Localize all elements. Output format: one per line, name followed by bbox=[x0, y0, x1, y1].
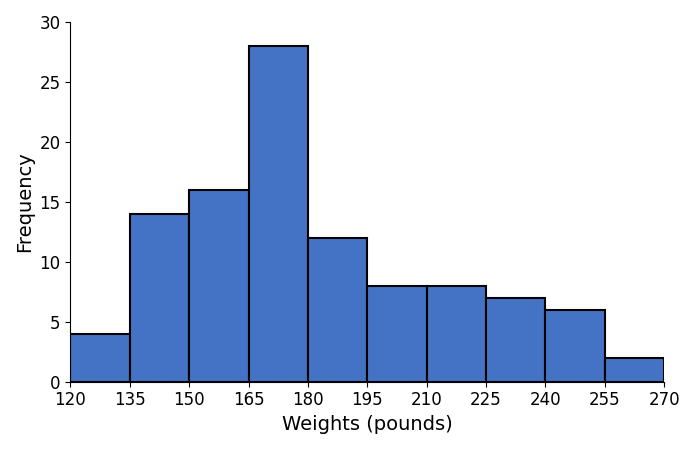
Bar bbox=[189, 190, 249, 382]
Bar bbox=[367, 286, 427, 382]
Bar bbox=[605, 358, 664, 382]
Bar bbox=[486, 298, 546, 382]
Bar bbox=[546, 310, 605, 382]
Bar bbox=[70, 334, 130, 382]
Bar bbox=[308, 238, 367, 382]
Bar bbox=[130, 214, 189, 382]
X-axis label: Weights (pounds): Weights (pounds) bbox=[282, 415, 452, 434]
Bar bbox=[249, 46, 308, 382]
Bar bbox=[427, 286, 486, 382]
Y-axis label: Frequency: Frequency bbox=[15, 151, 34, 252]
